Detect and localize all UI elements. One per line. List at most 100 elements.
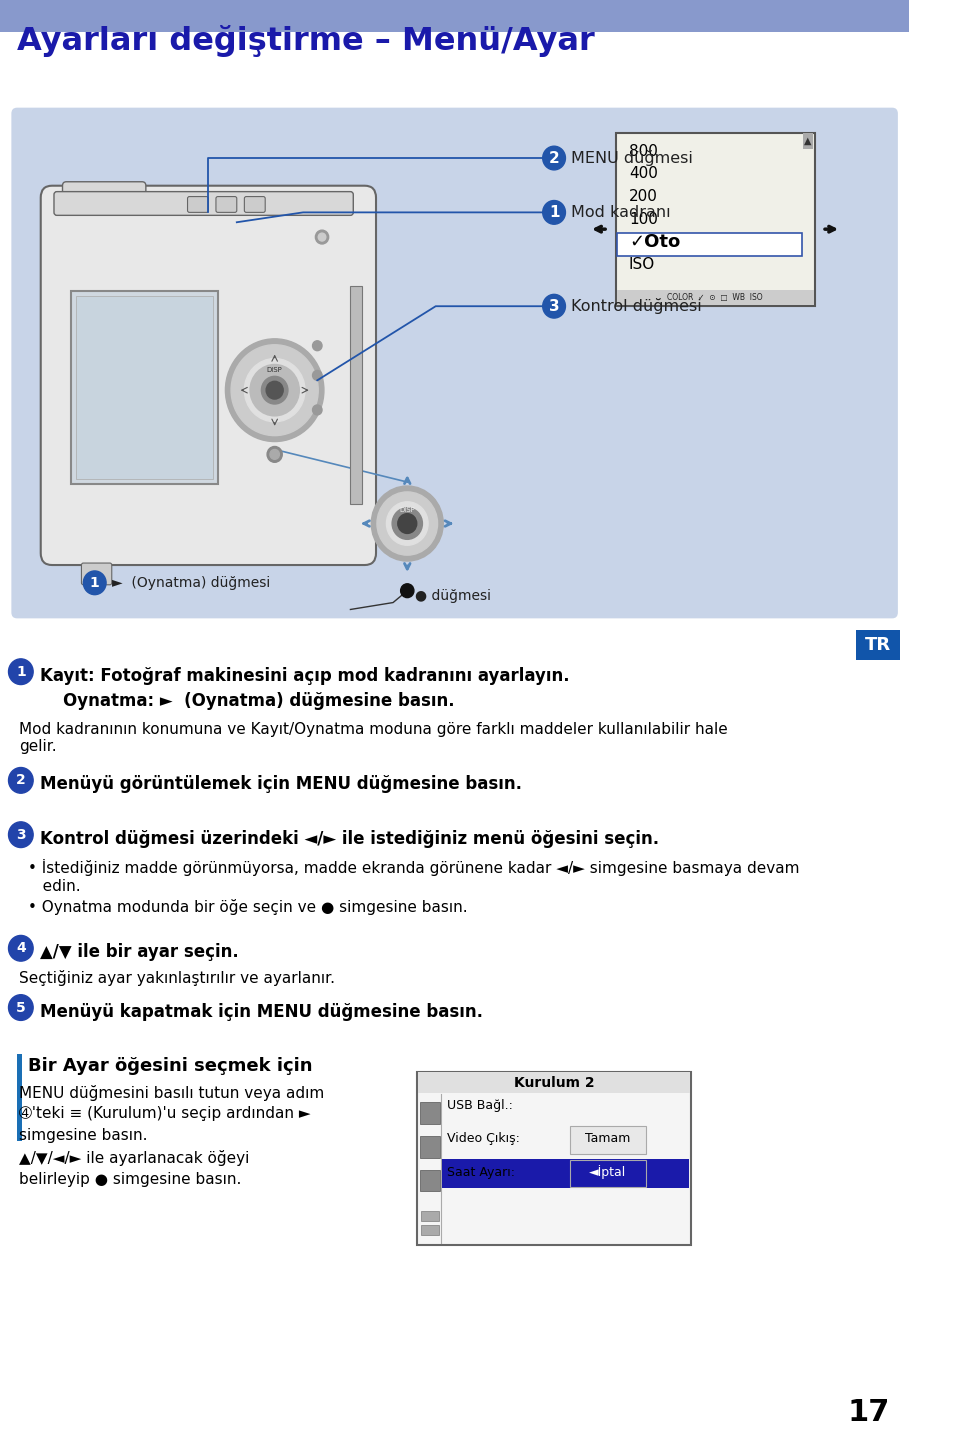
FancyBboxPatch shape — [76, 296, 213, 479]
Text: ● düğmesi: ● düğmesi — [415, 589, 491, 602]
FancyBboxPatch shape — [12, 107, 898, 618]
Text: 200: 200 — [629, 189, 658, 204]
Text: 1: 1 — [90, 576, 100, 589]
Circle shape — [318, 233, 325, 242]
Circle shape — [313, 340, 322, 350]
Circle shape — [266, 382, 283, 399]
FancyBboxPatch shape — [82, 563, 111, 585]
Bar — [443, 1158, 688, 1188]
Bar — [0, 0, 909, 31]
Circle shape — [270, 449, 279, 459]
FancyBboxPatch shape — [62, 182, 146, 212]
Text: 17: 17 — [848, 1397, 890, 1427]
Bar — [420, 1135, 441, 1158]
Bar — [421, 1226, 439, 1234]
Text: simgesine basın.: simgesine basın. — [19, 1128, 148, 1143]
Text: Video Çıkış:: Video Çıkış: — [447, 1133, 520, 1145]
Text: 400: 400 — [629, 166, 658, 182]
Text: 1: 1 — [16, 665, 26, 679]
Bar — [856, 631, 900, 659]
Text: ►  (Oynatma) düğmesi: ► (Oynatma) düğmesi — [111, 576, 270, 589]
Text: 5: 5 — [16, 1001, 26, 1014]
Text: Mod kadranı: Mod kadranı — [571, 204, 671, 220]
Circle shape — [250, 365, 300, 416]
Circle shape — [542, 146, 565, 170]
Circle shape — [231, 345, 318, 436]
FancyBboxPatch shape — [245, 196, 265, 213]
Text: Menüyü kapatmak için MENU düğmesine basın.: Menüyü kapatmak için MENU düğmesine bası… — [39, 1002, 483, 1021]
Circle shape — [392, 508, 422, 539]
Bar — [17, 1054, 22, 1141]
Bar — [804, 133, 813, 149]
Text: ✓Oto: ✓Oto — [629, 233, 680, 252]
Bar — [418, 1071, 690, 1094]
FancyBboxPatch shape — [570, 1125, 646, 1154]
Bar — [350, 286, 362, 503]
Text: DISP: DISP — [267, 368, 282, 373]
Text: ISO: ISO — [629, 257, 655, 272]
Text: Bir Ayar öğesini seçmek için: Bir Ayar öğesini seçmek için — [29, 1057, 313, 1075]
Text: Saat Ayarı:: Saat Ayarı: — [447, 1165, 516, 1178]
Text: DISP: DISP — [399, 506, 415, 513]
Circle shape — [84, 571, 106, 595]
Text: 3: 3 — [549, 299, 560, 313]
Text: • İstediğiniz madde görünmüyorsa, madde ekranda görünene kadar ◄/► simgesine bas: • İstediğiniz madde görünmüyorsa, madde … — [29, 859, 800, 894]
Text: COLOR  ✓  ⊙  □  WB  ISO: COLOR ✓ ⊙ □ WB ISO — [667, 293, 763, 302]
Circle shape — [9, 995, 34, 1021]
Text: ▲: ▲ — [804, 136, 811, 146]
Text: 100: 100 — [629, 212, 658, 227]
Text: Ayarları değiştirme – Menü/Ayar: Ayarları değiştirme – Menü/Ayar — [17, 26, 595, 57]
Text: MENU düğmesini basılı tutun veya adım: MENU düğmesini basılı tutun veya adım — [19, 1084, 324, 1101]
Text: 800: 800 — [629, 143, 658, 159]
FancyBboxPatch shape — [40, 186, 376, 565]
Circle shape — [542, 200, 565, 225]
Circle shape — [377, 492, 438, 555]
Text: 1: 1 — [549, 204, 560, 220]
Text: • Oynatma modunda bir öğe seçin ve ● simgesine basın.: • Oynatma modunda bir öğe seçin ve ● sim… — [29, 899, 468, 915]
FancyBboxPatch shape — [570, 1160, 646, 1187]
Circle shape — [226, 339, 324, 442]
FancyBboxPatch shape — [54, 192, 353, 216]
Circle shape — [9, 659, 34, 685]
FancyBboxPatch shape — [615, 133, 814, 306]
Text: 2: 2 — [16, 774, 26, 788]
Text: Kontrol düğmesi üzerindeki ◄/► ile istediğiniz menü öğesini seçin.: Kontrol düğmesi üzerindeki ◄/► ile isted… — [39, 829, 659, 848]
Text: belirleyip ● simgesine basın.: belirleyip ● simgesine basın. — [19, 1171, 241, 1187]
Text: 4: 4 — [16, 941, 26, 955]
Circle shape — [316, 230, 328, 245]
FancyBboxPatch shape — [417, 1071, 691, 1244]
FancyBboxPatch shape — [216, 196, 237, 213]
Text: Oynatma: ►  (Oynatma) düğmesine basın.: Oynatma: ► (Oynatma) düğmesine basın. — [39, 692, 454, 711]
Text: 2: 2 — [549, 150, 560, 166]
Text: 3: 3 — [16, 828, 26, 842]
Text: ➃'teki ≡ (Kurulum)'u seçip ardından ►: ➃'teki ≡ (Kurulum)'u seçip ardından ► — [19, 1107, 311, 1121]
Circle shape — [261, 376, 288, 405]
Text: MENU düğmesi: MENU düğmesi — [571, 150, 693, 166]
Text: Menüyü görüntülemek için MENU düğmesine basın.: Menüyü görüntülemek için MENU düğmesine … — [39, 775, 522, 794]
Text: Kontrol düğmesi: Kontrol düğmesi — [571, 299, 702, 315]
Bar — [421, 1211, 439, 1221]
Circle shape — [9, 822, 34, 848]
Text: ▲/▼/◄/► ile ayarlanacak öğeyi: ▲/▼/◄/► ile ayarlanacak öğeyi — [19, 1150, 250, 1165]
Circle shape — [542, 295, 565, 317]
Bar — [616, 233, 803, 256]
Circle shape — [267, 446, 282, 462]
Bar — [420, 1170, 441, 1191]
FancyBboxPatch shape — [187, 196, 208, 213]
Text: ▲/▼ ile bir ayar seçin.: ▲/▼ ile bir ayar seçin. — [39, 944, 238, 961]
Text: USB Bağl.:: USB Bağl.: — [447, 1098, 513, 1113]
Text: TR: TR — [865, 636, 891, 654]
Text: ►: ► — [93, 569, 101, 579]
Bar — [420, 1103, 441, 1124]
Circle shape — [9, 768, 34, 794]
Circle shape — [387, 502, 428, 545]
Text: Mod kadranının konumuna ve Kayıt/Oynatma moduna göre farklı maddeler kullanılabi: Mod kadranının konumuna ve Kayıt/Oynatma… — [19, 722, 728, 755]
Circle shape — [372, 486, 444, 561]
Text: Seçtiğiniz ayar yakınlaştırılır ve ayarlanır.: Seçtiğiniz ayar yakınlaştırılır ve ayarl… — [19, 970, 335, 987]
Text: Tamam: Tamam — [586, 1133, 631, 1145]
Circle shape — [245, 359, 305, 422]
Text: Kayıt: Fotoğraf makinesini açıp mod kadranını ayarlayın.: Kayıt: Fotoğraf makinesini açıp mod kadr… — [39, 666, 569, 685]
Circle shape — [9, 935, 34, 961]
Circle shape — [400, 583, 414, 598]
Bar — [616, 290, 813, 305]
